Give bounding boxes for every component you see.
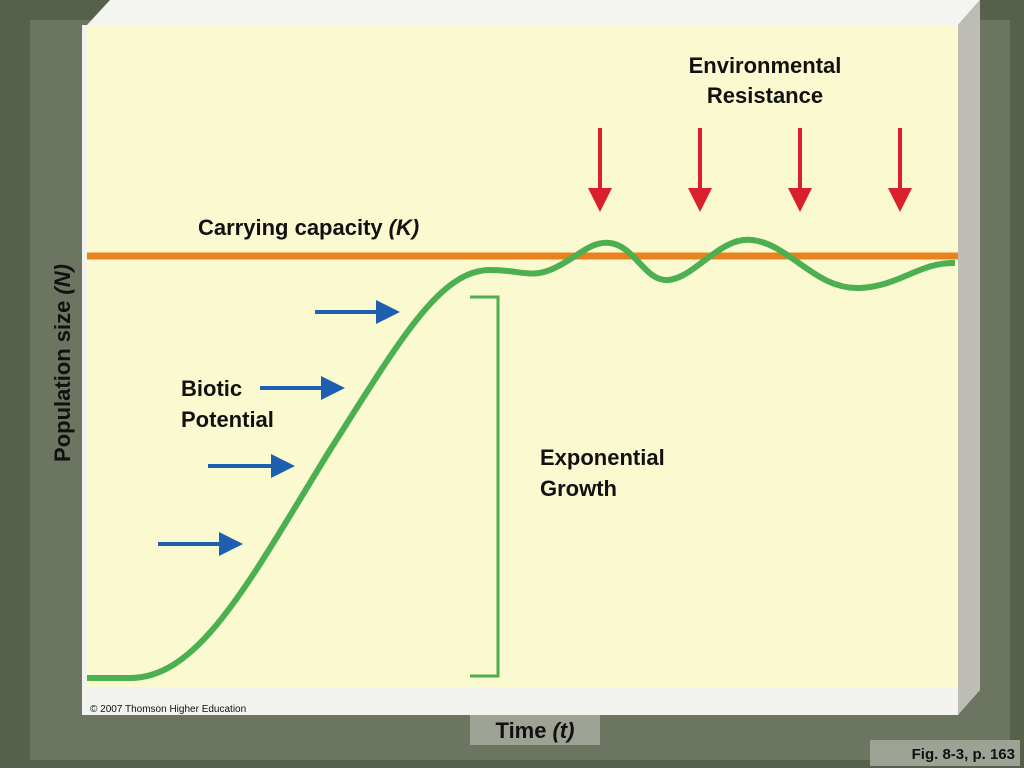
y-axis-label: Population size (N) xyxy=(50,264,75,462)
x-axis-label: Time (t) xyxy=(496,718,575,743)
label: Biotic xyxy=(181,376,242,401)
label-symbol: (K) xyxy=(389,215,420,240)
panel-top xyxy=(87,0,980,25)
figure-ref: Fig. 8-3, p. 163 xyxy=(912,746,1015,763)
label-text: Carrying capacity xyxy=(198,215,383,240)
label: Growth xyxy=(540,476,617,501)
ref-bg xyxy=(870,740,1020,766)
growth-bracket xyxy=(470,295,500,678)
label: Environmental xyxy=(689,53,842,78)
plot-area xyxy=(87,25,958,687)
credit: © 2007 Thomson Higher Education xyxy=(90,704,246,715)
label: Exponential xyxy=(540,445,665,470)
axis-symbol: (N) xyxy=(50,264,75,295)
x-label-bg xyxy=(470,715,600,745)
biotic-arrows xyxy=(158,300,400,556)
growth-curve xyxy=(87,236,956,681)
axis-text: Population size xyxy=(50,301,75,462)
label: Carrying capacity (K) xyxy=(198,215,419,240)
axis-text: Time xyxy=(496,718,547,743)
resistance-arrows xyxy=(588,128,912,212)
label: Potential xyxy=(181,407,274,432)
label: Resistance xyxy=(707,83,823,108)
axis-symbol: (t) xyxy=(552,718,574,743)
panel-side xyxy=(958,0,980,715)
